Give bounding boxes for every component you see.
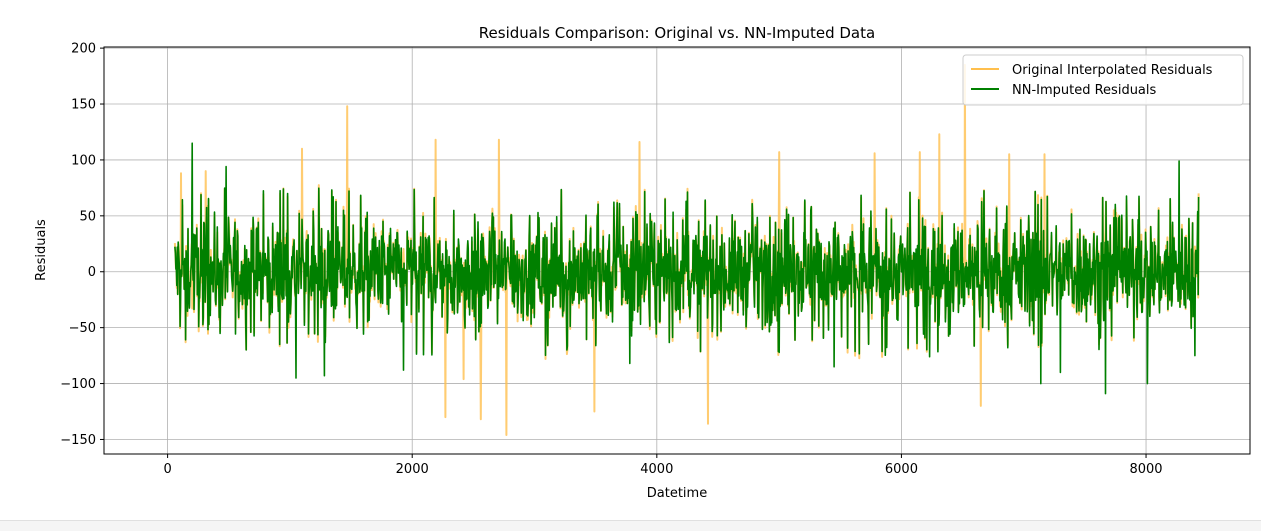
y-axis-label: Residuals	[34, 219, 49, 281]
series-lines	[173, 63, 1200, 436]
plot-frame	[103, 46, 1251, 455]
y-tick-label: 150	[71, 98, 96, 113]
y-tick-label: 100	[71, 153, 96, 168]
legend-label-nn: NN-Imputed Residuals	[1012, 83, 1157, 98]
legend-box	[962, 54, 1244, 106]
y-tick-label: 0	[88, 265, 96, 280]
y-tick-label: 50	[79, 209, 96, 224]
chart: 0 2000 4000 6000 8000 −150 −100 −50 0 50 100 150 200…	[34, 24, 1251, 501]
legend-label-original: Original Interpolated Residuals	[1012, 63, 1213, 78]
y-tick-label: −50	[69, 321, 96, 336]
x-tick-label: 8000	[1129, 462, 1162, 477]
y-tick-label: −150	[60, 433, 96, 448]
output-area-footer	[0, 520, 1261, 531]
series-line-nn-imputed	[174, 142, 1200, 395]
chart-title: Residuals Comparison: Original vs. NN-Im…	[479, 24, 875, 42]
ticks: 0 2000 4000 6000 8000 −150 −100 −50 0 50 100 150 200	[60, 42, 1162, 477]
x-tick-label: 6000	[885, 462, 918, 477]
x-tick-label: 0	[163, 462, 171, 477]
x-axis-label: Datetime	[647, 486, 707, 501]
legend: Original Interpolated Residuals NN-Imput…	[962, 54, 1244, 106]
x-tick-label: 2000	[396, 462, 429, 477]
y-tick-label: 200	[71, 42, 96, 57]
x-tick-label: 4000	[640, 462, 673, 477]
y-tick-label: −100	[60, 377, 96, 392]
